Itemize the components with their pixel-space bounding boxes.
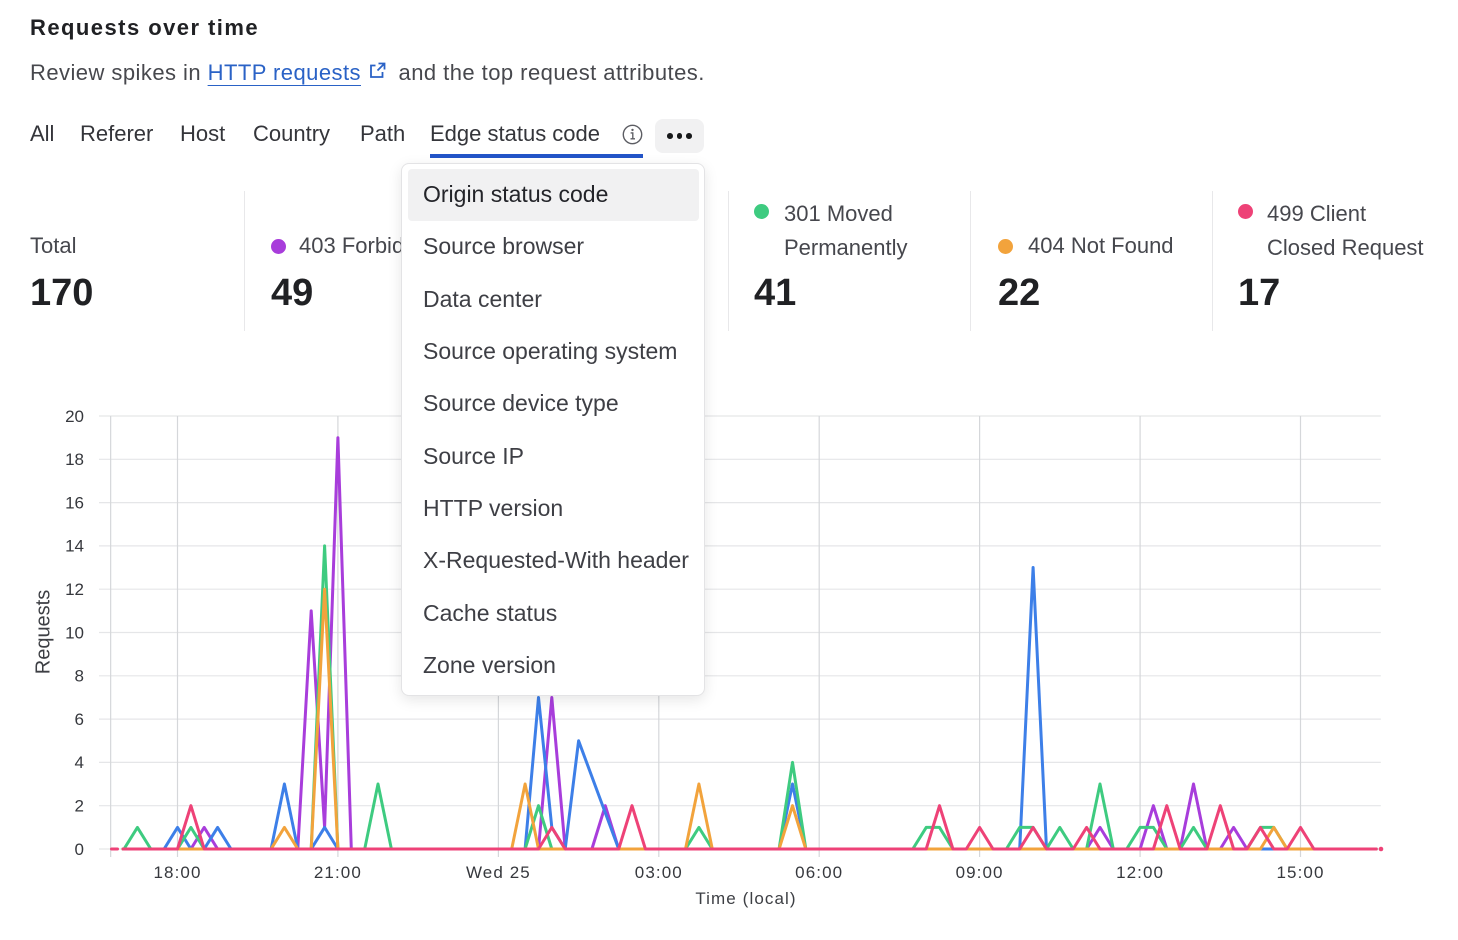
svg-text:Requests: Requests (33, 590, 55, 675)
svg-text:03:00: 03:00 (635, 863, 683, 882)
svg-text:8: 8 (75, 667, 84, 686)
svg-text:Time (local): Time (local) (695, 889, 796, 908)
svg-text:0: 0 (75, 840, 84, 859)
svg-text:Wed 25: Wed 25 (466, 863, 531, 882)
svg-text:06:00: 06:00 (795, 863, 843, 882)
svg-text:18:00: 18:00 (153, 863, 201, 882)
svg-text:6: 6 (75, 710, 84, 729)
svg-text:20: 20 (65, 407, 84, 426)
svg-text:16: 16 (65, 493, 84, 512)
svg-text:14: 14 (65, 537, 84, 556)
svg-text:21:00: 21:00 (314, 863, 362, 882)
svg-text:12: 12 (65, 580, 84, 599)
svg-text:4: 4 (75, 753, 84, 772)
svg-text:09:00: 09:00 (956, 863, 1004, 882)
svg-text:18: 18 (65, 450, 84, 469)
svg-text:15:00: 15:00 (1276, 863, 1324, 882)
svg-text:2: 2 (75, 797, 84, 816)
svg-text:10: 10 (65, 623, 84, 642)
svg-text:12:00: 12:00 (1116, 863, 1164, 882)
